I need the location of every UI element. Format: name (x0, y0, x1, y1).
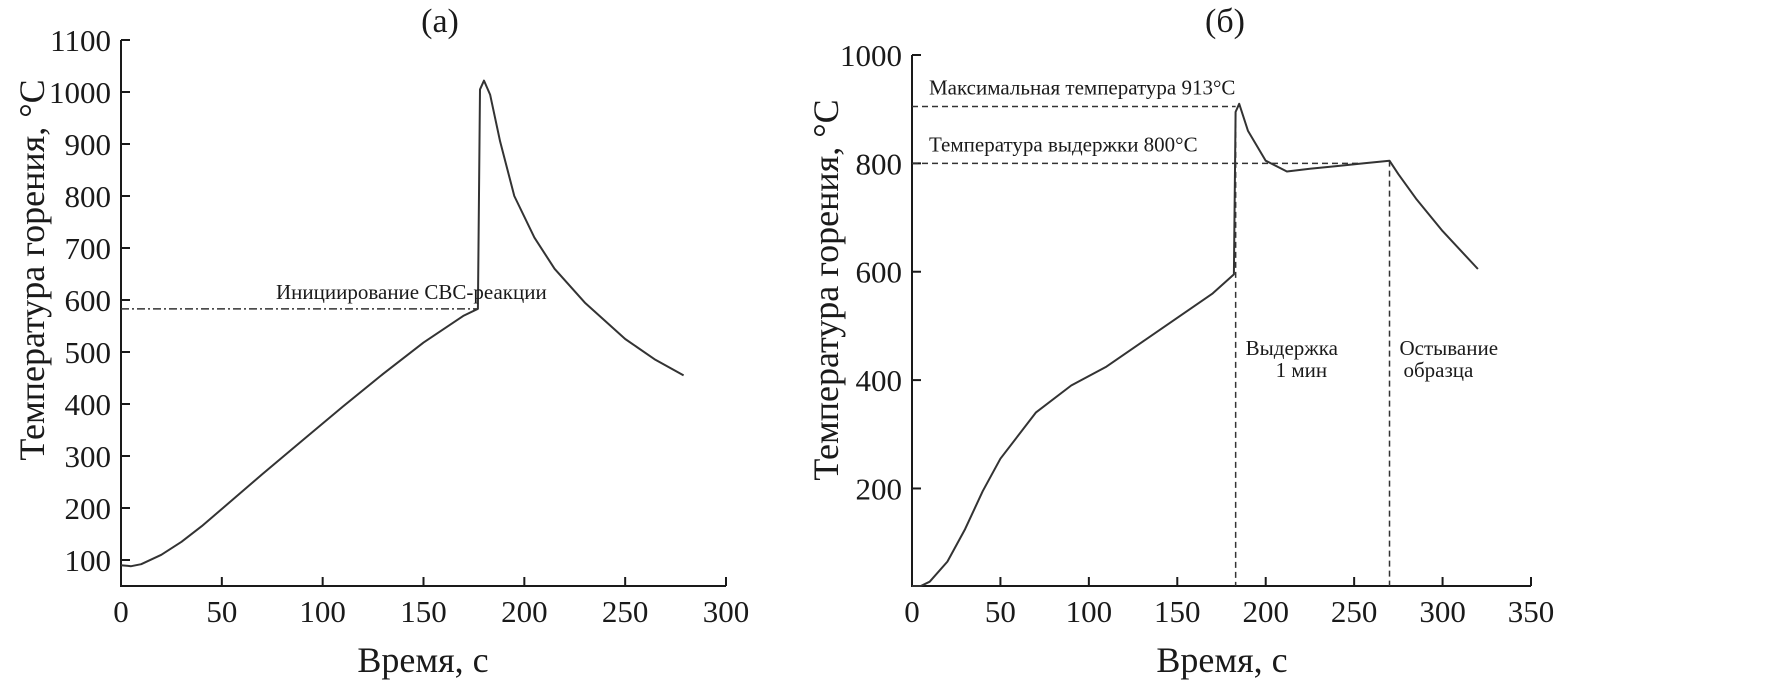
y-tick-label: 1100 (50, 23, 111, 58)
x-tick-label: 200 (1242, 594, 1289, 629)
annotation-label-line2: образца (1404, 358, 1475, 382)
panel-b-annotations: Максимальная температура 913°C Температур… (929, 75, 1498, 382)
annotation-label: Максимальная температура 913°C (929, 75, 1235, 99)
panel-a-y-axis-title: Температура горения, °C (12, 79, 52, 460)
y-tick-label: 100 (65, 543, 112, 578)
temperature-curve (912, 102, 1479, 587)
x-tick-label: 0 (904, 594, 920, 629)
panel-b-guides (912, 105, 1391, 586)
y-tick-label: 400 (856, 363, 903, 398)
panel-b: (б) Температура горения, °C Время, с 200… (806, 3, 1554, 680)
panel-b-x-ticks: 0 50 100 150 200 250 300 350 (904, 577, 1554, 629)
y-tick-label: 600 (856, 255, 903, 290)
panel-a-series (120, 79, 685, 568)
y-tick-label: 800 (856, 146, 903, 181)
x-tick-label: 50 (206, 594, 237, 629)
x-tick-label: 100 (1066, 594, 1113, 629)
panel-b-y-axis-title: Температура горения, °C (806, 99, 846, 480)
annotation-label: Остывание (1400, 336, 1499, 360)
x-tick-label: 300 (1419, 594, 1466, 629)
panel-a-x-axis-title: Время, с (357, 640, 488, 680)
x-tick-label: 100 (299, 594, 346, 629)
y-tick-label: 200 (65, 491, 112, 526)
x-tick-label: 300 (703, 594, 750, 629)
panel-a-y-ticks: 100 200 300 400 500 600 700 800 900 1000 1100 (49, 23, 130, 578)
y-tick-label: 1000 (840, 38, 902, 73)
y-tick-label: 800 (65, 179, 112, 214)
annotation-label: Инициирование СВС-реакции (276, 280, 547, 304)
y-tick-label: 200 (856, 471, 903, 506)
y-tick-label: 900 (65, 127, 112, 162)
x-tick-label: 250 (602, 594, 649, 629)
y-tick-label: 600 (65, 283, 112, 318)
panel-a-axes (120, 40, 726, 587)
temperature-curve (120, 79, 685, 568)
x-tick-label: 150 (400, 594, 447, 629)
y-tick-label: 700 (65, 231, 112, 266)
y-tick-label: 300 (65, 439, 112, 474)
x-tick-label: 0 (113, 594, 129, 629)
annotation-label: Температура выдержки 800°C (929, 132, 1198, 156)
panel-a: (a) Температура горения, °C Время, с 100… (12, 3, 749, 680)
annotation-label-line2: 1 мин (1276, 358, 1328, 382)
y-tick-label: 1000 (49, 75, 111, 110)
panel-a-x-ticks: 0 50 100 150 200 250 300 (113, 577, 749, 629)
panel-b-title: (б) (1205, 3, 1245, 40)
x-tick-label: 250 (1331, 594, 1378, 629)
x-tick-label: 350 (1508, 594, 1555, 629)
panel-b-y-ticks: 200 400 600 800 1000 (840, 38, 921, 506)
x-tick-label: 50 (985, 594, 1016, 629)
x-tick-label: 150 (1154, 594, 1201, 629)
panel-a-annotations: Инициирование СВС-реакции (276, 280, 547, 304)
y-tick-label: 500 (65, 335, 112, 370)
panel-b-series (912, 102, 1479, 587)
panel-a-title: (a) (421, 3, 459, 40)
y-tick-label: 400 (65, 387, 112, 422)
annotation-label: Выдержка (1246, 336, 1339, 360)
x-tick-label: 200 (501, 594, 548, 629)
panel-b-x-axis-title: Время, с (1156, 640, 1287, 680)
